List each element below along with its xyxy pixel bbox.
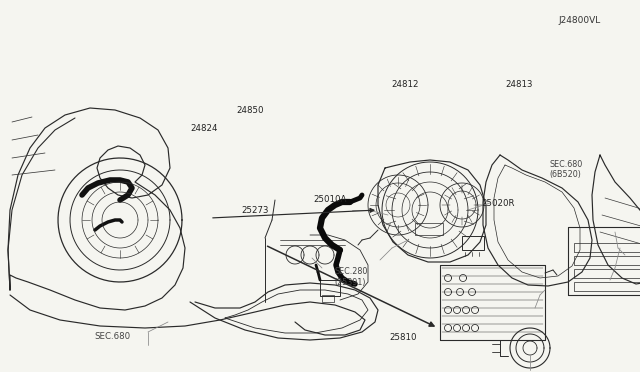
- Text: 25273: 25273: [241, 206, 269, 215]
- Text: SEC.680
(6B520): SEC.680 (6B520): [549, 160, 582, 179]
- Bar: [574, 243, 640, 252]
- Text: 24824: 24824: [191, 124, 218, 133]
- Text: J24800VL: J24800VL: [558, 16, 600, 25]
- Bar: [320, 280, 340, 296]
- Text: 24813: 24813: [506, 80, 533, 89]
- Bar: [574, 269, 640, 278]
- Text: 25810: 25810: [389, 333, 417, 342]
- Text: 24850: 24850: [237, 106, 264, 115]
- Text: SEC.280
(25391): SEC.280 (25391): [334, 267, 367, 287]
- Bar: [574, 256, 640, 265]
- Text: SEC.680: SEC.680: [95, 332, 131, 341]
- Text: 24812: 24812: [392, 80, 419, 89]
- Text: 25010A: 25010A: [314, 195, 347, 203]
- Bar: [322, 295, 334, 302]
- Bar: [574, 282, 640, 291]
- Bar: [462, 236, 484, 250]
- Text: 25020R: 25020R: [481, 199, 515, 208]
- Bar: [415, 223, 443, 235]
